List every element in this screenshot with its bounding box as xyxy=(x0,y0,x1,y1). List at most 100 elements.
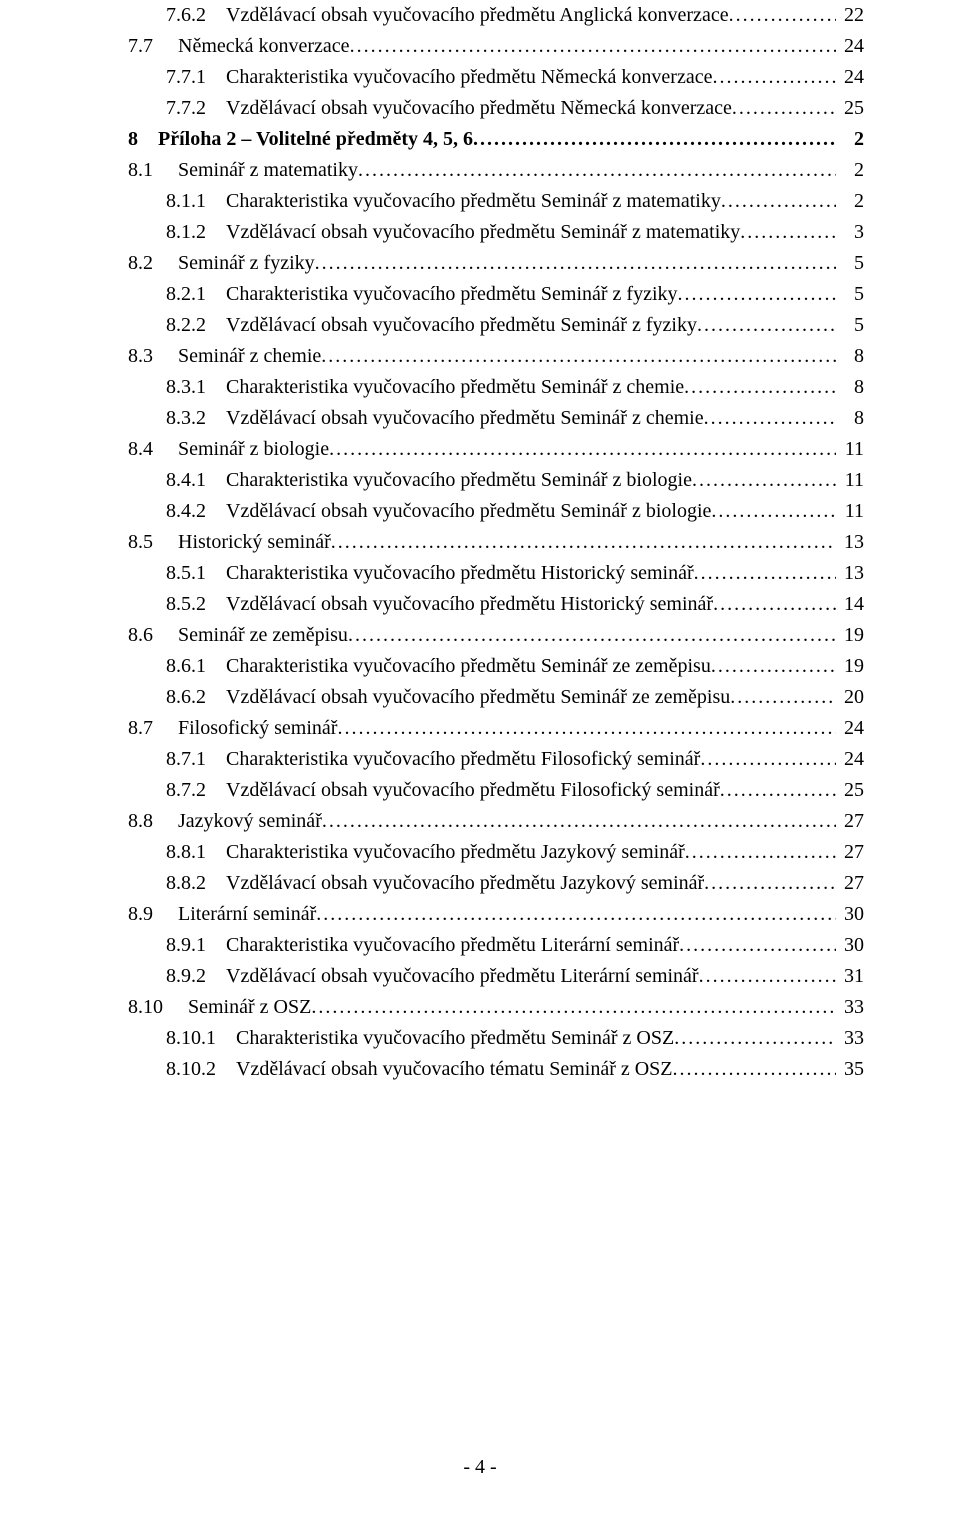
toc-entry[interactable]: 8.8.1 Charakteristika vyučovacího předmě… xyxy=(96,837,864,868)
toc-entry-gap xyxy=(206,217,226,248)
toc-leader-dots xyxy=(704,403,836,434)
toc-entry-page: 33 xyxy=(836,1023,864,1054)
toc-entry[interactable]: 8.9 Literární seminář 30 xyxy=(96,899,864,930)
toc-entry[interactable]: 7.6.2 Vzdělávací obsah vyučovacího předm… xyxy=(96,0,864,31)
toc-leader-dots xyxy=(713,589,836,620)
toc-entry-page: 27 xyxy=(836,868,864,899)
toc-entry-title: Charakteristika vyučovacího předmětu Sem… xyxy=(226,279,678,310)
toc-entry[interactable]: 8.6.2 Vzdělávací obsah vyučovacího předm… xyxy=(96,682,864,713)
toc-entry[interactable]: 8.2.2 Vzdělávací obsah vyučovacího předm… xyxy=(96,310,864,341)
toc-entry-title: Charakteristika vyučovacího předmětu Sem… xyxy=(226,372,684,403)
toc-entry-title: Vzdělávací obsah vyučovacího předmětu An… xyxy=(226,0,729,31)
toc-entry-gap xyxy=(206,744,226,775)
toc-entry-number: 8.9.1 xyxy=(166,930,206,961)
toc-leader-dots xyxy=(684,372,836,403)
toc-leader-dots xyxy=(315,248,836,279)
toc-entry[interactable]: 7.7.1 Charakteristika vyučovacího předmě… xyxy=(96,62,864,93)
toc-entry[interactable]: 8 Příloha 2 – Volitelné předměty 4, 5, 6… xyxy=(96,124,864,155)
toc-entry-gap xyxy=(153,248,178,279)
toc-entry[interactable]: 8.5 Historický seminář 13 xyxy=(96,527,864,558)
toc-entry-gap xyxy=(206,837,226,868)
toc-leader-dots xyxy=(711,651,836,682)
toc-entry[interactable]: 8.1 Seminář z matematiky 2 xyxy=(96,155,864,186)
toc-entry-title: Vzdělávací obsah vyučovacího předmětu Se… xyxy=(226,310,697,341)
toc-entry-page: 24 xyxy=(836,713,864,744)
toc-entry-page: 24 xyxy=(836,62,864,93)
toc-entry-number: 8.9 xyxy=(128,899,153,930)
toc-entry-gap xyxy=(206,465,226,496)
toc-entry-gap xyxy=(153,899,178,930)
toc-entry-number: 7.7.1 xyxy=(166,62,206,93)
toc-entry[interactable]: 8.8 Jazykový seminář 27 xyxy=(96,806,864,837)
toc-leader-dots xyxy=(711,496,836,527)
toc-entry-gap xyxy=(206,0,226,31)
toc-entry-number: 8.5.2 xyxy=(166,589,206,620)
toc-entry[interactable]: 8.3.1 Charakteristika vyučovacího předmě… xyxy=(96,372,864,403)
toc-entry-number: 8.2.2 xyxy=(166,310,206,341)
toc-entry-gap xyxy=(153,434,178,465)
toc-leader-dots xyxy=(720,775,836,806)
toc-entry-title: Charakteristika vyučovacího předmětu His… xyxy=(226,558,694,589)
toc-entry-title: Seminář z OSZ xyxy=(188,992,311,1023)
toc-entry-number: 8.7.1 xyxy=(166,744,206,775)
toc-entry-title: Příloha 2 – Volitelné předměty 4, 5, 6 xyxy=(158,124,473,155)
toc-entry-gap xyxy=(206,496,226,527)
toc-entry-gap xyxy=(206,558,226,589)
toc-entry-title: Jazykový seminář xyxy=(178,806,322,837)
toc-leader-dots xyxy=(732,93,836,124)
toc-leader-dots xyxy=(473,124,836,155)
toc-entry-gap xyxy=(206,589,226,620)
toc-entry[interactable]: 8.5.1 Charakteristika vyučovacího předmě… xyxy=(96,558,864,589)
toc-entry-number: 8.3 xyxy=(128,341,153,372)
toc-entry-number: 8.7 xyxy=(128,713,153,744)
toc-leader-dots xyxy=(712,62,836,93)
toc-leader-dots xyxy=(322,806,836,837)
toc-entry[interactable]: 8.7.2 Vzdělávací obsah vyučovacího předm… xyxy=(96,775,864,806)
toc-entry[interactable]: 8.10 Seminář z OSZ 33 xyxy=(96,992,864,1023)
toc-entry-page: 5 xyxy=(836,310,864,341)
toc-entry[interactable]: 8.1.2 Vzdělávací obsah vyučovacího předm… xyxy=(96,217,864,248)
toc-entry[interactable]: 8.4.2 Vzdělávací obsah vyučovacího předm… xyxy=(96,496,864,527)
toc-entry[interactable]: 8.6 Seminář ze zeměpisu 19 xyxy=(96,620,864,651)
toc-entry[interactable]: 8.9.2 Vzdělávací obsah vyučovacího předm… xyxy=(96,961,864,992)
toc-entry[interactable]: 8.1.1 Charakteristika vyučovacího předmě… xyxy=(96,186,864,217)
toc-entry-gap xyxy=(206,372,226,403)
toc-entry[interactable]: 8.7 Filosofický seminář 24 xyxy=(96,713,864,744)
toc-entry[interactable]: 8.9.1 Charakteristika vyučovacího předmě… xyxy=(96,930,864,961)
toc-entry[interactable]: 8.8.2 Vzdělávací obsah vyučovacího předm… xyxy=(96,868,864,899)
toc-entry[interactable]: 8.7.1 Charakteristika vyučovacího předmě… xyxy=(96,744,864,775)
toc-entry-title: Vzdělávací obsah vyučovacího předmětu Fi… xyxy=(226,775,720,806)
toc-entry-page: 5 xyxy=(836,279,864,310)
toc-entry-gap xyxy=(163,992,188,1023)
toc-entry-number: 8.1.1 xyxy=(166,186,206,217)
toc-entry-page: 27 xyxy=(836,837,864,868)
toc-leader-dots xyxy=(721,186,836,217)
toc-entry[interactable]: 8.3.2 Vzdělávací obsah vyučovacího předm… xyxy=(96,403,864,434)
toc-entry-title: Vzdělávací obsah vyučovacího předmětu Ně… xyxy=(226,93,732,124)
toc-entry-title: Charakteristika vyučovacího předmětu Jaz… xyxy=(226,837,685,868)
toc-entry[interactable]: 8.4.1 Charakteristika vyučovacího předmě… xyxy=(96,465,864,496)
toc-entry[interactable]: 7.7 Německá konverzace 24 xyxy=(96,31,864,62)
toc-entry[interactable]: 8.4 Seminář z biologie 11 xyxy=(96,434,864,465)
toc-entry-gap xyxy=(216,1023,236,1054)
toc-entry[interactable]: 8.2.1 Charakteristika vyučovacího předmě… xyxy=(96,279,864,310)
toc-entry-gap xyxy=(206,868,226,899)
toc-entry-title: Seminář z fyziky xyxy=(178,248,315,279)
toc-entry-title: Seminář z chemie xyxy=(178,341,321,372)
toc-entry[interactable]: 8.10.2 Vzdělávací obsah vyučovacího téma… xyxy=(96,1054,864,1085)
toc-entry[interactable]: 8.2 Seminář z fyziky 5 xyxy=(96,248,864,279)
toc-entry[interactable]: 8.3 Seminář z chemie 8 xyxy=(96,341,864,372)
toc-entry-page: 11 xyxy=(836,496,864,527)
toc-entry[interactable]: 8.10.1 Charakteristika vyučovacího předm… xyxy=(96,1023,864,1054)
toc-entry-number: 8.5.1 xyxy=(166,558,206,589)
toc-entry[interactable]: 8.5.2 Vzdělávací obsah vyučovacího předm… xyxy=(96,589,864,620)
toc-entry-number: 8.8.2 xyxy=(166,868,206,899)
toc-entry-gap xyxy=(206,62,226,93)
toc-entry[interactable]: 7.7.2 Vzdělávací obsah vyučovacího předm… xyxy=(96,93,864,124)
toc-entry-number: 8.1.2 xyxy=(166,217,206,248)
toc-entry-title: Charakteristika vyučovacího předmětu Něm… xyxy=(226,62,712,93)
toc-entry-page: 14 xyxy=(836,589,864,620)
toc-entry-title: Seminář z biologie xyxy=(178,434,329,465)
toc-entry[interactable]: 8.6.1 Charakteristika vyučovacího předmě… xyxy=(96,651,864,682)
toc-entry-gap xyxy=(206,775,226,806)
